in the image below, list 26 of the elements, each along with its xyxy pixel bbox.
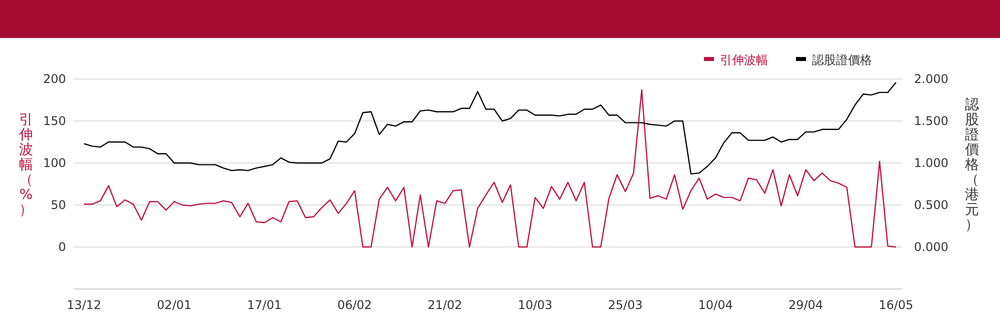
y-tick-label: 0 bbox=[58, 240, 66, 254]
x-tick-label: 25/03 bbox=[608, 298, 643, 312]
line-series bbox=[83, 89, 897, 248]
y-tick-label: 200 bbox=[43, 72, 66, 86]
y-tick-label: 150 bbox=[43, 114, 66, 128]
text: 認股證價格（港元） bbox=[965, 96, 979, 233]
y2-tick-label: 0.500 bbox=[914, 198, 948, 212]
y-tick-label: 50 bbox=[50, 198, 66, 212]
x-tick-label: 06/02 bbox=[337, 298, 372, 312]
y2-tick-label: 1.000 bbox=[914, 156, 948, 170]
x-tick-label: 16/05 bbox=[878, 298, 914, 312]
line-series bbox=[83, 82, 897, 175]
x-tick-label: 17/01 bbox=[247, 298, 282, 312]
legend-label: 認股證價格 bbox=[812, 53, 872, 68]
y2-tick-label: 0.000 bbox=[914, 240, 948, 254]
legend-label: 引伸波幅 bbox=[720, 53, 768, 68]
x-tick-label: 02/01 bbox=[156, 298, 192, 312]
x-tick-label: 10/04 bbox=[698, 298, 733, 312]
y-tick-label: 100 bbox=[43, 156, 66, 170]
y2-tick-label: 2.000 bbox=[914, 72, 948, 86]
x-tick-label: 29/04 bbox=[788, 298, 824, 312]
y2-tick-label: 1.500 bbox=[914, 114, 948, 128]
x-tick-label: 13/12 bbox=[66, 298, 102, 312]
x-tick-label: 10/03 bbox=[518, 298, 552, 312]
x-tick-label: 21/02 bbox=[428, 298, 462, 312]
y-axis-title: 引伸波幅（%） bbox=[18, 112, 33, 218]
